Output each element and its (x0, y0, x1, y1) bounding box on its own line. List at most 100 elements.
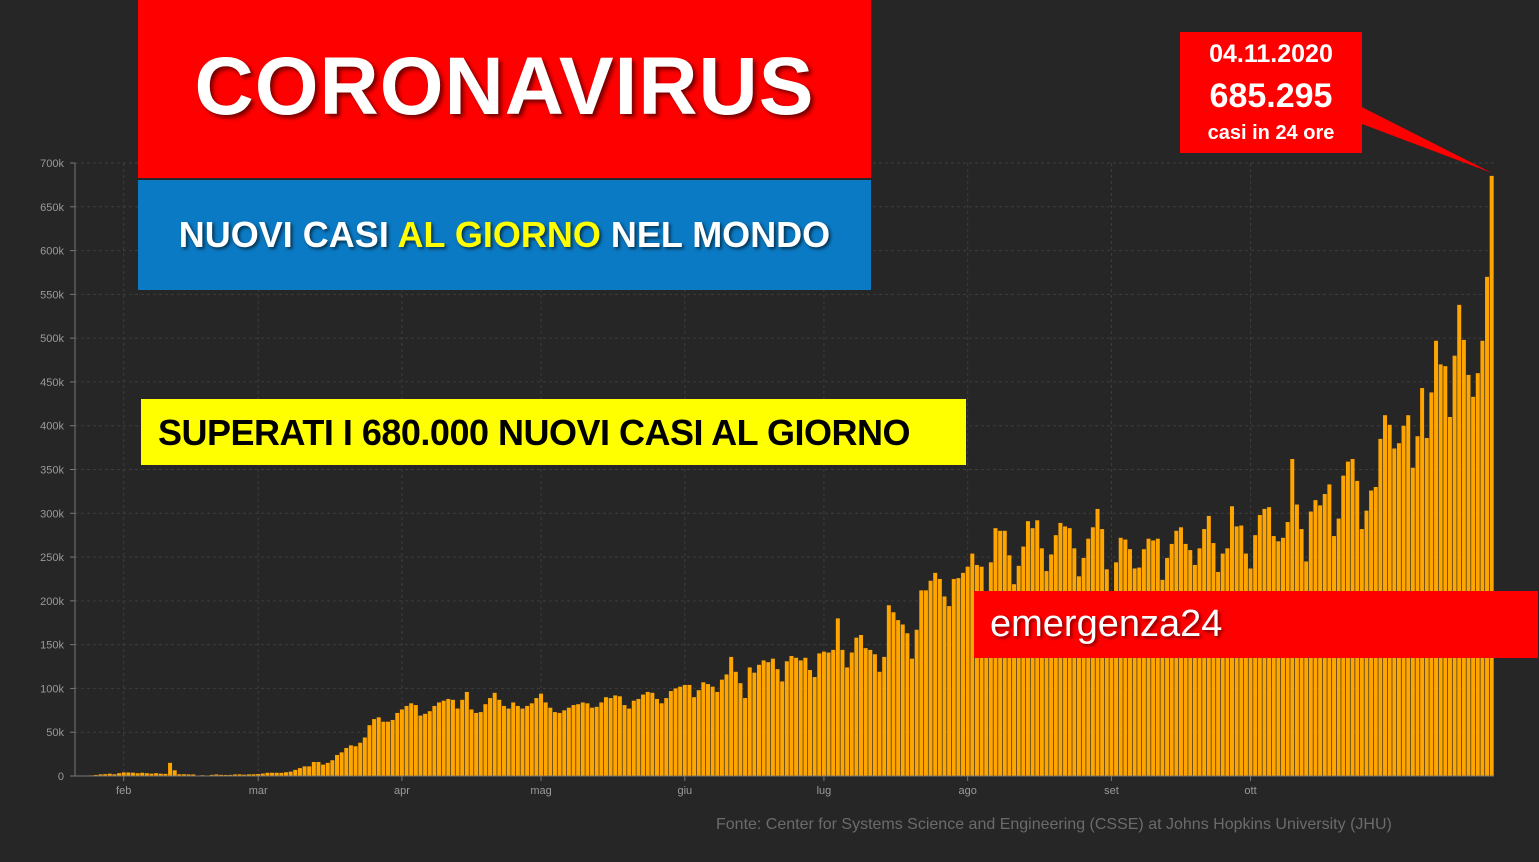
bar (821, 651, 826, 776)
bar (761, 660, 766, 776)
bar (719, 679, 724, 776)
bar (1192, 564, 1197, 776)
bar (228, 774, 233, 776)
bar (1007, 555, 1012, 776)
bar (710, 686, 715, 776)
bar (158, 773, 163, 776)
bar (552, 712, 557, 776)
bar (576, 704, 581, 776)
bar (1457, 304, 1462, 776)
bar (840, 649, 845, 776)
bar (974, 564, 979, 776)
bar (664, 698, 669, 776)
bar (882, 656, 887, 776)
bar (409, 703, 414, 776)
bar (1248, 568, 1253, 776)
bar (455, 708, 460, 776)
bar (1076, 576, 1081, 776)
bar (242, 774, 247, 776)
bar (817, 653, 822, 776)
bar (692, 697, 697, 776)
bar (1114, 562, 1119, 776)
bar (223, 774, 228, 776)
bar (140, 772, 145, 776)
bar (1197, 548, 1202, 776)
bar (1039, 548, 1044, 776)
bar (423, 713, 428, 776)
bar (353, 746, 358, 776)
bar (696, 690, 701, 776)
y-tick-label: 250k (40, 552, 64, 564)
bar (905, 633, 910, 776)
bar (571, 705, 576, 776)
y-tick-label: 350k (40, 465, 64, 477)
bar (743, 698, 748, 776)
bar (469, 709, 474, 776)
bar (488, 698, 493, 776)
bar (766, 662, 771, 776)
x-tick-label: apr (394, 785, 410, 797)
y-tick-label: 650k (40, 202, 64, 214)
bar (1016, 565, 1021, 776)
x-tick-label: mag (530, 785, 551, 797)
bar (344, 747, 349, 776)
bar (1072, 548, 1077, 776)
bar (673, 688, 678, 776)
bar (900, 624, 905, 776)
bar (562, 710, 567, 776)
bar (942, 596, 947, 776)
bar (603, 697, 608, 776)
bar (1452, 355, 1457, 776)
bar (590, 707, 595, 776)
bar (483, 704, 488, 776)
bar (599, 702, 604, 776)
bar (650, 692, 655, 776)
bar (979, 566, 984, 776)
x-tick-label: ott (1244, 785, 1256, 797)
y-tick-label: 600k (40, 246, 64, 258)
bar (121, 772, 126, 776)
bar (877, 671, 882, 776)
y-tick-label: 300k (40, 508, 64, 520)
bar (608, 698, 613, 776)
bar (539, 693, 544, 776)
bar (961, 572, 966, 776)
bar (172, 770, 177, 776)
bar (464, 691, 469, 776)
bar (441, 700, 446, 776)
bar (307, 766, 312, 776)
bar (362, 737, 367, 776)
bar (1109, 591, 1114, 776)
bar (627, 708, 632, 776)
bar (738, 683, 743, 776)
bar (947, 606, 952, 776)
bar (534, 698, 539, 776)
bar (1049, 554, 1054, 776)
bar (497, 699, 502, 776)
bar (246, 774, 251, 776)
bar (98, 774, 103, 776)
bar (520, 708, 525, 776)
bar (135, 773, 140, 776)
title-banner: CORONAVIRUS (138, 0, 871, 178)
bar (330, 760, 335, 776)
bar (1466, 374, 1471, 776)
bar (525, 705, 530, 776)
bar (1127, 549, 1132, 776)
bar (256, 773, 261, 776)
bar (770, 658, 775, 776)
bar (376, 717, 381, 776)
bar (386, 721, 391, 776)
bar (311, 761, 316, 776)
headline-text: SUPERATI I 680.000 NUOVI CASI AL GIORNO (158, 412, 911, 453)
bar (910, 658, 915, 776)
bar (636, 698, 641, 776)
bar (803, 657, 808, 776)
bar (399, 709, 404, 776)
bar (757, 664, 761, 776)
bar (404, 705, 409, 776)
bar (1044, 571, 1049, 776)
bar (794, 657, 799, 776)
bar (437, 702, 442, 776)
bar (214, 774, 219, 776)
